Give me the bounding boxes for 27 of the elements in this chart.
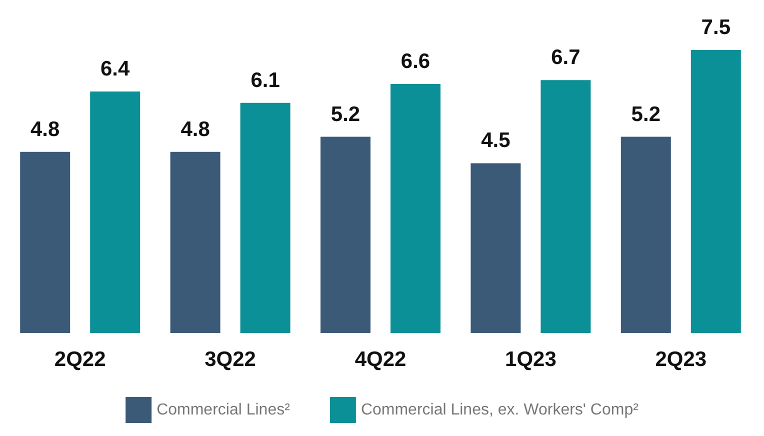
data-label: 4.8 bbox=[180, 118, 210, 141]
bar bbox=[240, 102, 290, 333]
data-label: 6.7 bbox=[551, 46, 580, 70]
bar bbox=[20, 152, 70, 333]
bar bbox=[390, 84, 440, 333]
data-label: 7.5 bbox=[701, 16, 731, 39]
x-tick-label: 2Q23 bbox=[655, 348, 707, 371]
x-tick-label: 2Q22 bbox=[54, 348, 106, 371]
data-label: 4.8 bbox=[30, 118, 60, 141]
bar bbox=[690, 50, 741, 333]
bar bbox=[170, 152, 220, 333]
bar bbox=[90, 92, 140, 333]
data-label: 4.5 bbox=[481, 129, 511, 152]
bar bbox=[620, 136, 671, 333]
data-label: 5.2 bbox=[631, 102, 660, 126]
data-label: 6.4 bbox=[100, 58, 130, 81]
bar bbox=[320, 136, 370, 333]
data-label: 6.6 bbox=[400, 50, 430, 73]
x-tick-label: 4Q22 bbox=[354, 348, 406, 371]
bar bbox=[470, 163, 521, 333]
data-label: 6.1 bbox=[250, 68, 280, 92]
x-tick-label: 3Q22 bbox=[204, 348, 256, 371]
data-label: 5.2 bbox=[330, 102, 360, 126]
x-tick-label: 1Q23 bbox=[505, 348, 556, 371]
legend-label: Commercial Lines² bbox=[156, 402, 291, 418]
bar bbox=[540, 80, 591, 333]
legend-label: Commercial Lines, ex. Workers' Comp² bbox=[360, 402, 640, 418]
